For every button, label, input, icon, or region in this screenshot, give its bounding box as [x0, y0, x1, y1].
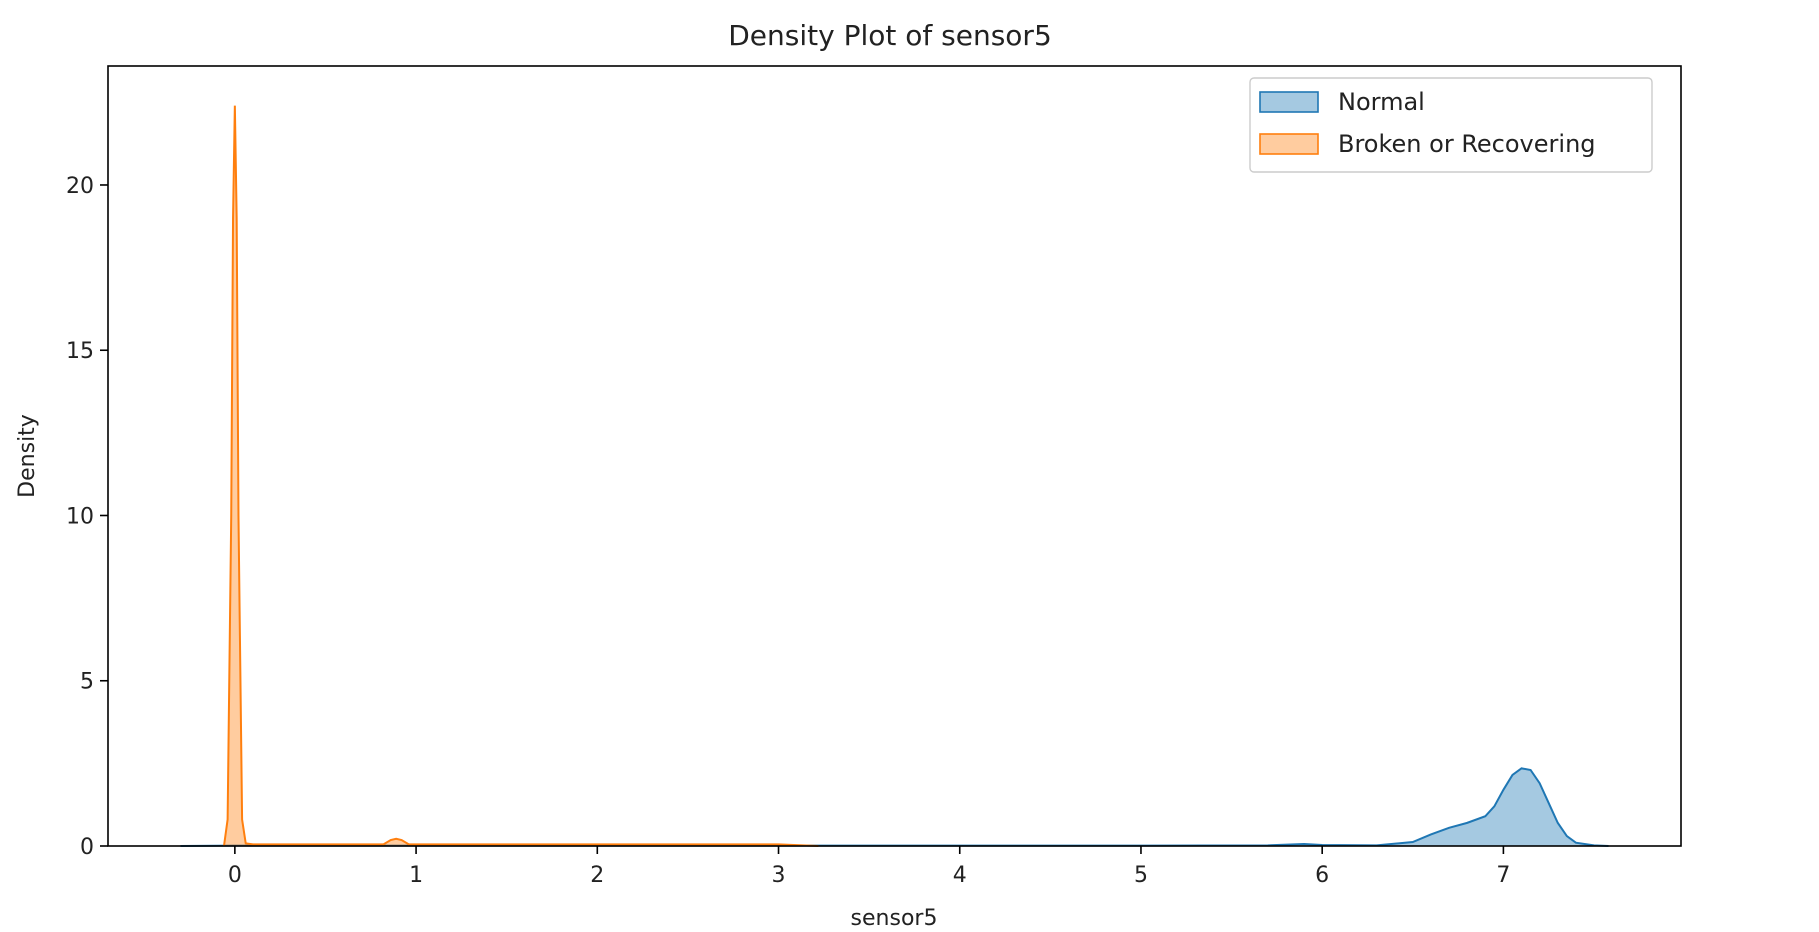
legend-label: Broken or Recovering: [1338, 130, 1596, 158]
legend-swatch: [1259, 133, 1319, 155]
x-tick-label: 7: [1496, 863, 1510, 888]
x-axis-label: sensor5: [851, 906, 938, 931]
y-axis: 0 5 10 15 20: [66, 174, 108, 860]
x-tick-label: 3: [772, 863, 786, 888]
series-line-1: [222, 105, 819, 847]
series-area-0: [180, 768, 1609, 846]
x-tick-label: 5: [1134, 863, 1148, 888]
y-tick-label: 10: [66, 504, 94, 529]
x-tick-label: 1: [409, 863, 423, 888]
x-tick-label: 2: [590, 863, 604, 888]
x-tick-label: 6: [1315, 863, 1329, 888]
x-tick-label: 0: [228, 863, 242, 888]
plot-area: [180, 105, 1609, 847]
legend-swatch: [1259, 91, 1319, 113]
y-axis-label: Density: [15, 414, 40, 498]
series-line-0: [180, 767, 1609, 847]
x-tick-label: 4: [953, 863, 967, 888]
legend-label: Normal: [1338, 88, 1425, 116]
legend-box: [1249, 77, 1653, 173]
chart-title: Density Plot of sensor5: [728, 19, 1052, 52]
legend: Normal Broken or Recovering: [1249, 77, 1653, 173]
y-tick-label: 15: [66, 339, 94, 364]
y-tick-label: 0: [80, 835, 94, 860]
axes-frame: [107, 65, 1682, 847]
series-area-1: [223, 105, 819, 846]
y-tick-label: 20: [66, 174, 94, 199]
y-tick-label: 5: [80, 670, 94, 695]
x-axis: 0 1 2 3 4 5 6 7: [228, 846, 1510, 888]
